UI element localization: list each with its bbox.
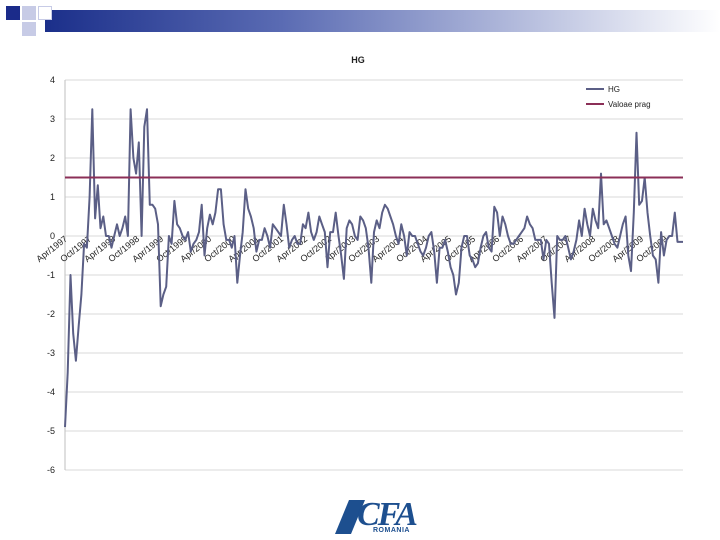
y-tick-label: -6 <box>47 465 55 475</box>
y-tick-label: -4 <box>47 387 55 397</box>
y-axis-ticks: 4 3 2 1 0 -1 -2 -3 -4 -5 -6 <box>47 75 55 475</box>
decorative-squares <box>0 0 60 42</box>
logo-mark-icon <box>335 500 365 534</box>
series-layer <box>64 108 683 428</box>
y-tick-label: -3 <box>47 348 55 358</box>
cfa-romania-logo: CFA ROMANIA <box>335 496 435 536</box>
header-gradient <box>45 10 720 32</box>
y-tick-label: 3 <box>50 114 55 124</box>
y-tick-label: -1 <box>47 270 55 280</box>
legend-label-hg: HG <box>608 85 620 94</box>
chart-title: HG <box>351 55 365 65</box>
legend-label-threshold: Valoae prag <box>608 100 651 109</box>
series-line-hg <box>64 108 683 428</box>
square-dark <box>6 6 20 20</box>
slide-header-band <box>0 0 720 42</box>
square-light <box>22 6 36 20</box>
y-tick-label: 1 <box>50 192 55 202</box>
square-light-lower <box>22 22 36 36</box>
y-tick-label: -2 <box>47 309 55 319</box>
y-tick-label: 4 <box>50 75 55 85</box>
gridlines <box>64 79 683 471</box>
logo-subtitle: ROMANIA <box>373 527 410 534</box>
logo-wordmark: CFA <box>357 496 418 533</box>
square-white <box>38 6 52 20</box>
y-tick-label: 2 <box>50 153 55 163</box>
legend: HG Valoae prag <box>586 85 651 109</box>
y-tick-label: -5 <box>47 426 55 436</box>
y-tick-label: 0 <box>50 231 55 241</box>
